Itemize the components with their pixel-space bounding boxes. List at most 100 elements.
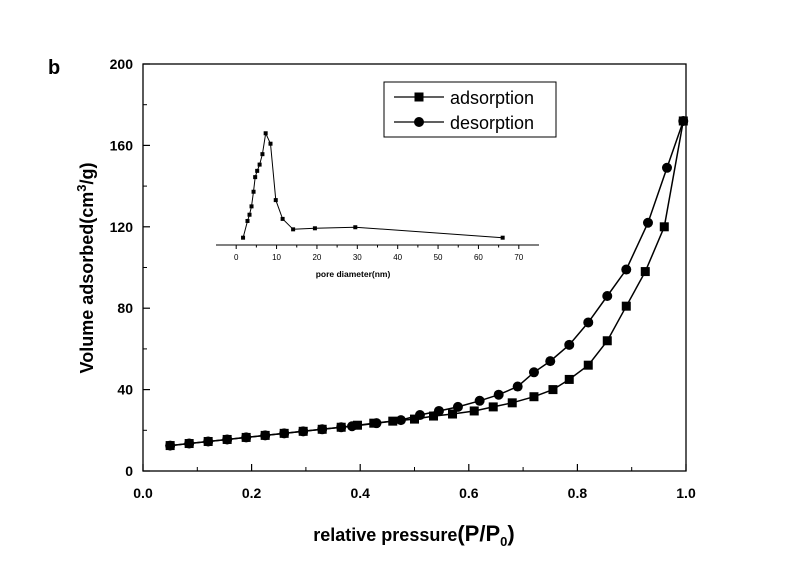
inset-x-axis-title: pore diameter(nm) bbox=[316, 269, 391, 279]
x-tick-label: 0.2 bbox=[242, 485, 262, 501]
y-axis-title-end: /g) bbox=[77, 163, 97, 185]
inset-x-tick-label: 0 bbox=[234, 253, 239, 262]
pore-size-point bbox=[273, 198, 278, 203]
desorption-point bbox=[395, 415, 406, 426]
adsorption-point bbox=[469, 406, 479, 416]
desorption-point bbox=[512, 381, 523, 392]
desorption-point bbox=[528, 367, 539, 378]
y-tick-label: 160 bbox=[110, 137, 134, 153]
desorption-point bbox=[203, 436, 214, 447]
desorption-series-line bbox=[170, 120, 685, 447]
desorption-point bbox=[433, 405, 444, 416]
desorption-point bbox=[583, 317, 594, 328]
pore-size-point bbox=[263, 131, 268, 136]
pore-size-point bbox=[268, 141, 273, 146]
pore-size-point bbox=[280, 216, 285, 221]
inset-series bbox=[241, 131, 505, 240]
desorption-point bbox=[260, 430, 271, 441]
pore-size-series-line bbox=[242, 131, 503, 239]
desorption-point bbox=[621, 264, 632, 275]
desorption-point bbox=[661, 162, 672, 173]
desorption-point bbox=[545, 356, 556, 367]
y-tick-label: 0 bbox=[125, 463, 133, 479]
inset-x-tick-label: 30 bbox=[353, 253, 362, 262]
legend-adsorption-marker bbox=[414, 92, 424, 102]
adsorption-point bbox=[583, 360, 593, 370]
desorption-point bbox=[222, 434, 233, 445]
desorption-point bbox=[317, 424, 328, 435]
y-tick-label: 200 bbox=[110, 56, 134, 72]
pore-size-point bbox=[249, 204, 254, 209]
main-series bbox=[165, 115, 689, 451]
adsorption-series-line bbox=[170, 120, 685, 447]
inset-x-tick-label: 60 bbox=[474, 253, 483, 262]
desorption-point bbox=[165, 440, 176, 451]
y-tick-label: 80 bbox=[117, 300, 133, 316]
desorption-point bbox=[452, 401, 463, 412]
y-axis-title-sup: 3 bbox=[74, 185, 89, 192]
legend-box bbox=[383, 81, 557, 138]
pore-size-point bbox=[245, 218, 250, 223]
x-tick-label: 0.4 bbox=[350, 485, 370, 501]
adsorption-point bbox=[448, 409, 458, 419]
desorption-point bbox=[184, 438, 195, 449]
pore-size-point bbox=[291, 227, 296, 232]
desorption-point bbox=[678, 115, 689, 126]
x-tick-label: 1.0 bbox=[676, 485, 696, 501]
inset-x-tick-label: 70 bbox=[514, 253, 523, 262]
adsorption-point bbox=[640, 267, 650, 277]
adsorption-point bbox=[548, 385, 558, 395]
pore-size-point bbox=[251, 189, 256, 194]
x-tick-label: 0.0 bbox=[133, 485, 153, 501]
inset-axes: 0 10 20 30 40 50 60 70 bbox=[234, 245, 524, 262]
desorption-point bbox=[371, 418, 382, 429]
pore-size-point bbox=[500, 235, 505, 240]
desorption-point bbox=[336, 422, 347, 433]
desorption-point bbox=[564, 339, 575, 350]
pore-size-point bbox=[253, 175, 258, 180]
inset-x-tick-label: 50 bbox=[434, 253, 443, 262]
pore-size-point bbox=[260, 152, 265, 157]
desorption-point bbox=[642, 217, 653, 228]
x-axis-title-close: ) bbox=[507, 521, 514, 546]
panel-label: b bbox=[48, 57, 60, 79]
legend-desorption-label: desorption bbox=[450, 113, 534, 133]
x-axis-title-paren: (P/P bbox=[457, 521, 500, 546]
desorption-point bbox=[602, 290, 613, 301]
x-axis-title-sub: 0 bbox=[500, 534, 507, 549]
pore-size-point bbox=[312, 226, 317, 231]
desorption-point bbox=[414, 410, 425, 421]
adsorption-point bbox=[659, 222, 669, 232]
pore-size-point bbox=[353, 225, 358, 230]
y-axis-title: Volume adsorbed(cm3/g) bbox=[74, 163, 97, 374]
y-axis-title-main: Volume adsorbed(cm bbox=[77, 192, 97, 374]
y-tick-label: 120 bbox=[110, 219, 134, 235]
desorption-point bbox=[474, 395, 485, 406]
legend-desorption-marker bbox=[414, 117, 424, 127]
inset-x-tick-label: 20 bbox=[312, 253, 321, 262]
x-axis-title-main: relative pressure bbox=[313, 525, 457, 545]
desorption-point bbox=[241, 432, 252, 443]
desorption-point bbox=[279, 428, 290, 439]
pore-size-point bbox=[247, 212, 252, 217]
x-axis-title: relative pressure(P/P0) bbox=[313, 521, 514, 549]
desorption-point bbox=[298, 426, 309, 437]
adsorption-point bbox=[602, 336, 612, 346]
legend: adsorption desorption bbox=[383, 81, 557, 138]
desorption-point bbox=[493, 389, 504, 400]
x-tick-label: 0.6 bbox=[459, 485, 479, 501]
x-tick-label: 0.8 bbox=[568, 485, 588, 501]
legend-adsorption-label: adsorption bbox=[450, 88, 534, 108]
adsorption-point bbox=[410, 414, 419, 424]
adsorption-point bbox=[488, 402, 498, 412]
inset-x-tick-label: 40 bbox=[393, 253, 402, 262]
pore-size-point bbox=[241, 235, 246, 240]
adsorption-point bbox=[507, 398, 517, 408]
pore-size-point bbox=[257, 162, 262, 167]
inset-plot: 0 10 20 30 40 50 60 70 pore diameter(nm) bbox=[216, 131, 539, 279]
adsorption-point bbox=[529, 392, 539, 402]
adsorption-point bbox=[429, 411, 439, 421]
